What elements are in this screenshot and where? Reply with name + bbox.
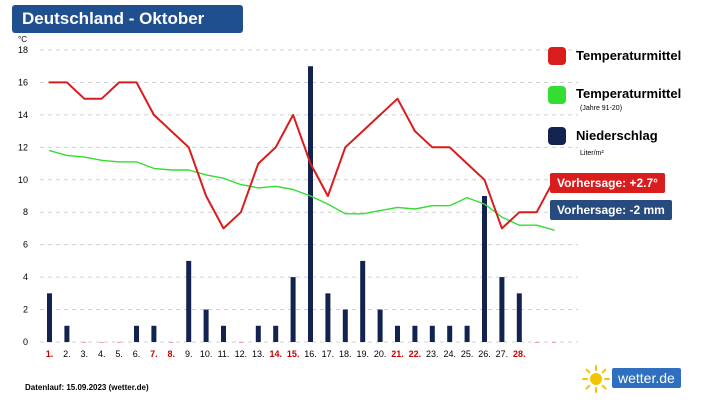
x-tick-label: 15. xyxy=(287,349,300,359)
x-tick-label: 19. xyxy=(356,349,369,359)
y-tick-label: 18 xyxy=(18,45,28,55)
footer-data-run: Datenlauf: 15.09.2023 (wetter.de) xyxy=(25,383,149,392)
precip-bar xyxy=(429,325,435,342)
x-tick-label: 14. xyxy=(269,349,282,359)
precip-bar xyxy=(47,293,52,342)
x-tick-label: 9. xyxy=(185,349,193,359)
precip-bar xyxy=(203,309,209,342)
x-tick-label: 2. xyxy=(63,349,71,359)
x-tick-label: 20. xyxy=(374,349,387,359)
precip-bar xyxy=(395,325,400,342)
sun-icon xyxy=(582,365,610,393)
precip-bar xyxy=(151,325,157,342)
x-tick-label: 18. xyxy=(339,349,352,359)
precip-bar xyxy=(325,293,331,342)
y-tick-label: 12 xyxy=(18,142,28,152)
x-tick-label: 27. xyxy=(496,349,509,359)
precip-bar xyxy=(377,309,383,342)
y-tick-label: 10 xyxy=(18,175,28,185)
precip-bar xyxy=(342,309,348,342)
legend-swatch-temperature xyxy=(548,47,566,65)
y-tick-label: 2 xyxy=(23,305,28,315)
x-tick-label: 17. xyxy=(322,349,335,359)
x-tick-label: 7. xyxy=(150,349,158,359)
precip-bar xyxy=(360,260,366,342)
precip-bar xyxy=(499,277,505,342)
x-tick-label: 12. xyxy=(235,349,248,359)
legend-sub-precipitation: Liter/m² xyxy=(580,150,604,157)
x-tick-label: 4. xyxy=(98,349,106,359)
y-axis-unit: °C xyxy=(18,35,27,44)
legend-swatch-precipitation xyxy=(548,127,566,145)
x-tick-label: 23. xyxy=(426,349,439,359)
x-tick-label: 5. xyxy=(115,349,123,359)
precip-bar xyxy=(221,325,226,342)
x-tick-label: 22. xyxy=(409,349,422,359)
x-tick-label: 1. xyxy=(46,349,54,359)
legend-swatch-temperature-average xyxy=(548,86,566,104)
x-tick-label: 26. xyxy=(478,349,491,359)
y-tick-label: 0 xyxy=(23,337,28,347)
precip-bar xyxy=(447,325,453,342)
temperature-average-line xyxy=(48,149,555,231)
precip-bar xyxy=(273,325,279,342)
precip-bar xyxy=(134,325,139,342)
x-tick-label: 13. xyxy=(252,349,265,359)
x-tick-label: 6. xyxy=(133,349,141,359)
y-tick-label: 16 xyxy=(18,77,28,87)
x-tick-label: 8. xyxy=(168,349,176,359)
x-tick-label: 24. xyxy=(443,349,456,359)
x-tick-label: 25. xyxy=(461,349,474,359)
precip-bar xyxy=(464,325,470,342)
legend-label-temperature: Temperaturmittel xyxy=(576,48,682,63)
x-tick-label: 28. xyxy=(513,349,526,359)
legend-label-temperature-average: Temperaturmittel xyxy=(576,86,682,101)
precip-bar xyxy=(186,260,192,342)
precip-bar xyxy=(64,325,70,342)
precip-bar xyxy=(412,325,418,342)
forecast-precipitation-badge: Vorhersage: -2 mm xyxy=(550,200,672,220)
wetter-de-logo: wetter.de xyxy=(612,368,681,388)
legend-sub-temperature-average: (Jahre 91-20) xyxy=(580,105,623,112)
temperature-line xyxy=(48,81,556,230)
precip-bar xyxy=(290,277,296,342)
x-tick-label: 21. xyxy=(391,349,404,359)
x-tick-label: 11. xyxy=(218,349,230,359)
x-tick-label: 10. xyxy=(200,349,213,359)
x-tick-label: 3. xyxy=(81,349,89,359)
y-tick-label: 14 xyxy=(18,110,28,120)
legend-label-precipitation: Niederschlag xyxy=(576,128,658,143)
x-tick-label: 16. xyxy=(304,349,317,359)
y-tick-label: 8 xyxy=(23,207,28,217)
precip-bar xyxy=(516,293,522,342)
forecast-temperature-badge: Vorhersage: +2.7° xyxy=(550,173,665,193)
chart-title: Deutschland - Oktober xyxy=(12,5,243,33)
y-tick-label: 4 xyxy=(23,272,28,282)
y-tick-label: 6 xyxy=(23,240,28,250)
precip-bar xyxy=(308,66,313,342)
precip-bar xyxy=(482,196,487,342)
precip-bar xyxy=(255,325,261,342)
